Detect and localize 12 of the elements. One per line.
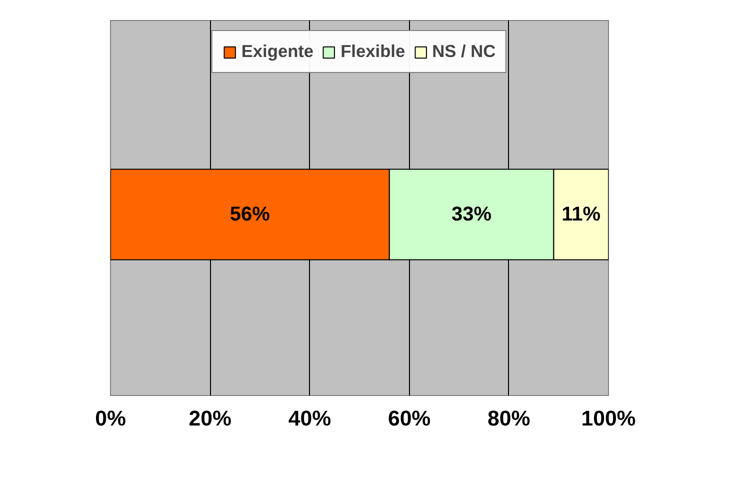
legend-label: NS / NC [432, 41, 496, 62]
x-tick-label: 40% [288, 406, 332, 430]
x-tick-label: 20% [188, 406, 232, 430]
x-tick-label: 60% [388, 406, 431, 430]
text: 33% [452, 203, 492, 226]
text: 56% [230, 203, 270, 226]
legend-label: Exigente [241, 41, 314, 62]
legend-label: Flexible [340, 41, 406, 62]
x-tick-label: 0% [95, 406, 126, 430]
text: 11% [562, 203, 601, 226]
x-tick-label: 100% [581, 406, 636, 430]
x-tick-label: 80% [488, 406, 530, 430]
